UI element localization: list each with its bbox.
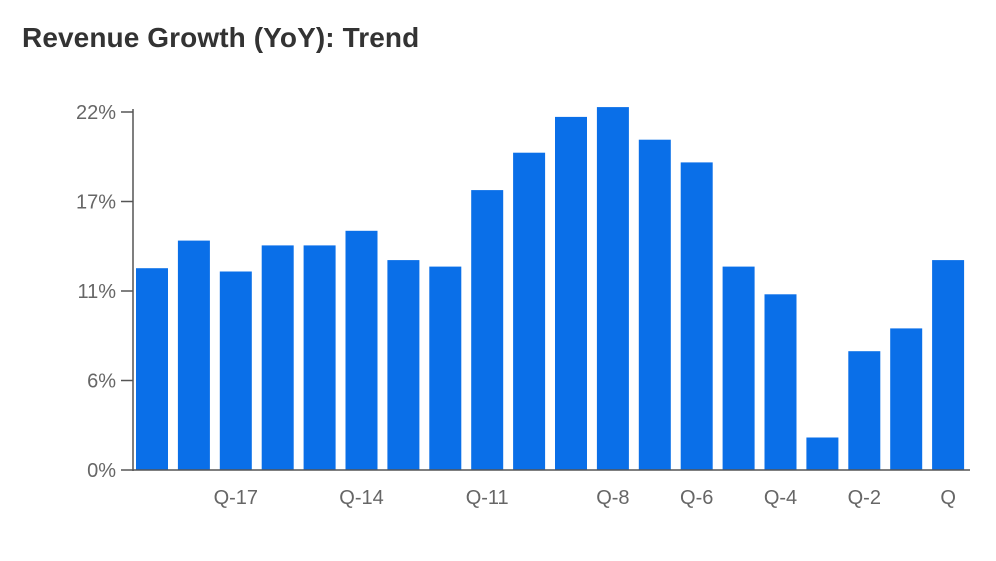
bar-Q [932,260,965,470]
bar-Q-11 [471,190,504,470]
bar-Q-9 [555,116,587,471]
y-tick-label: 11% [77,281,116,303]
bar-Q-16 [261,245,294,470]
bar-Q-3 [806,437,839,470]
x-tick-label: Q [940,487,956,509]
bar-Q-17 [219,271,252,470]
bar-Q-6 [680,162,713,470]
bar-Q-5 [722,266,755,470]
bar-Q-18 [177,240,210,470]
bar-Q-12 [429,266,462,470]
y-tick-label: 0% [87,460,116,482]
x-axis: Q-17 Q-14 Q-11 Q-8 Q-6 Q-4 Q-2 Q [133,469,970,509]
y-tick-label: 22% [76,102,116,124]
bars-group [136,107,965,471]
bar-Q-14 [345,230,378,470]
x-tick-label: Q-14 [339,487,383,509]
y-tick-label: 6% [87,371,116,393]
y-tick-label: 17% [76,192,116,214]
bar-Q-4 [764,294,797,470]
bar-Q-2 [848,351,881,470]
x-tick-label: Q-11 [466,487,509,509]
bar-Q-7 [638,139,671,470]
x-tick-label: Q-2 [848,487,881,509]
bar-Q-19 [136,268,168,470]
x-tick-label: Q-6 [680,487,713,509]
x-tick-label: Q-17 [214,487,258,509]
y-axis: 0% 6% 11% 17% 22% [76,102,134,482]
bar-Q-15 [303,245,336,470]
bar-Q-8 [596,107,629,470]
x-tick-label: Q-8 [596,487,629,509]
bar-Q-13 [387,260,420,470]
bar-Q-10 [513,152,546,470]
bar-Q-1 [890,328,923,470]
chart-title: Revenue Growth (YoY): Trend [22,22,420,53]
x-tick-label: Q-4 [764,487,797,509]
